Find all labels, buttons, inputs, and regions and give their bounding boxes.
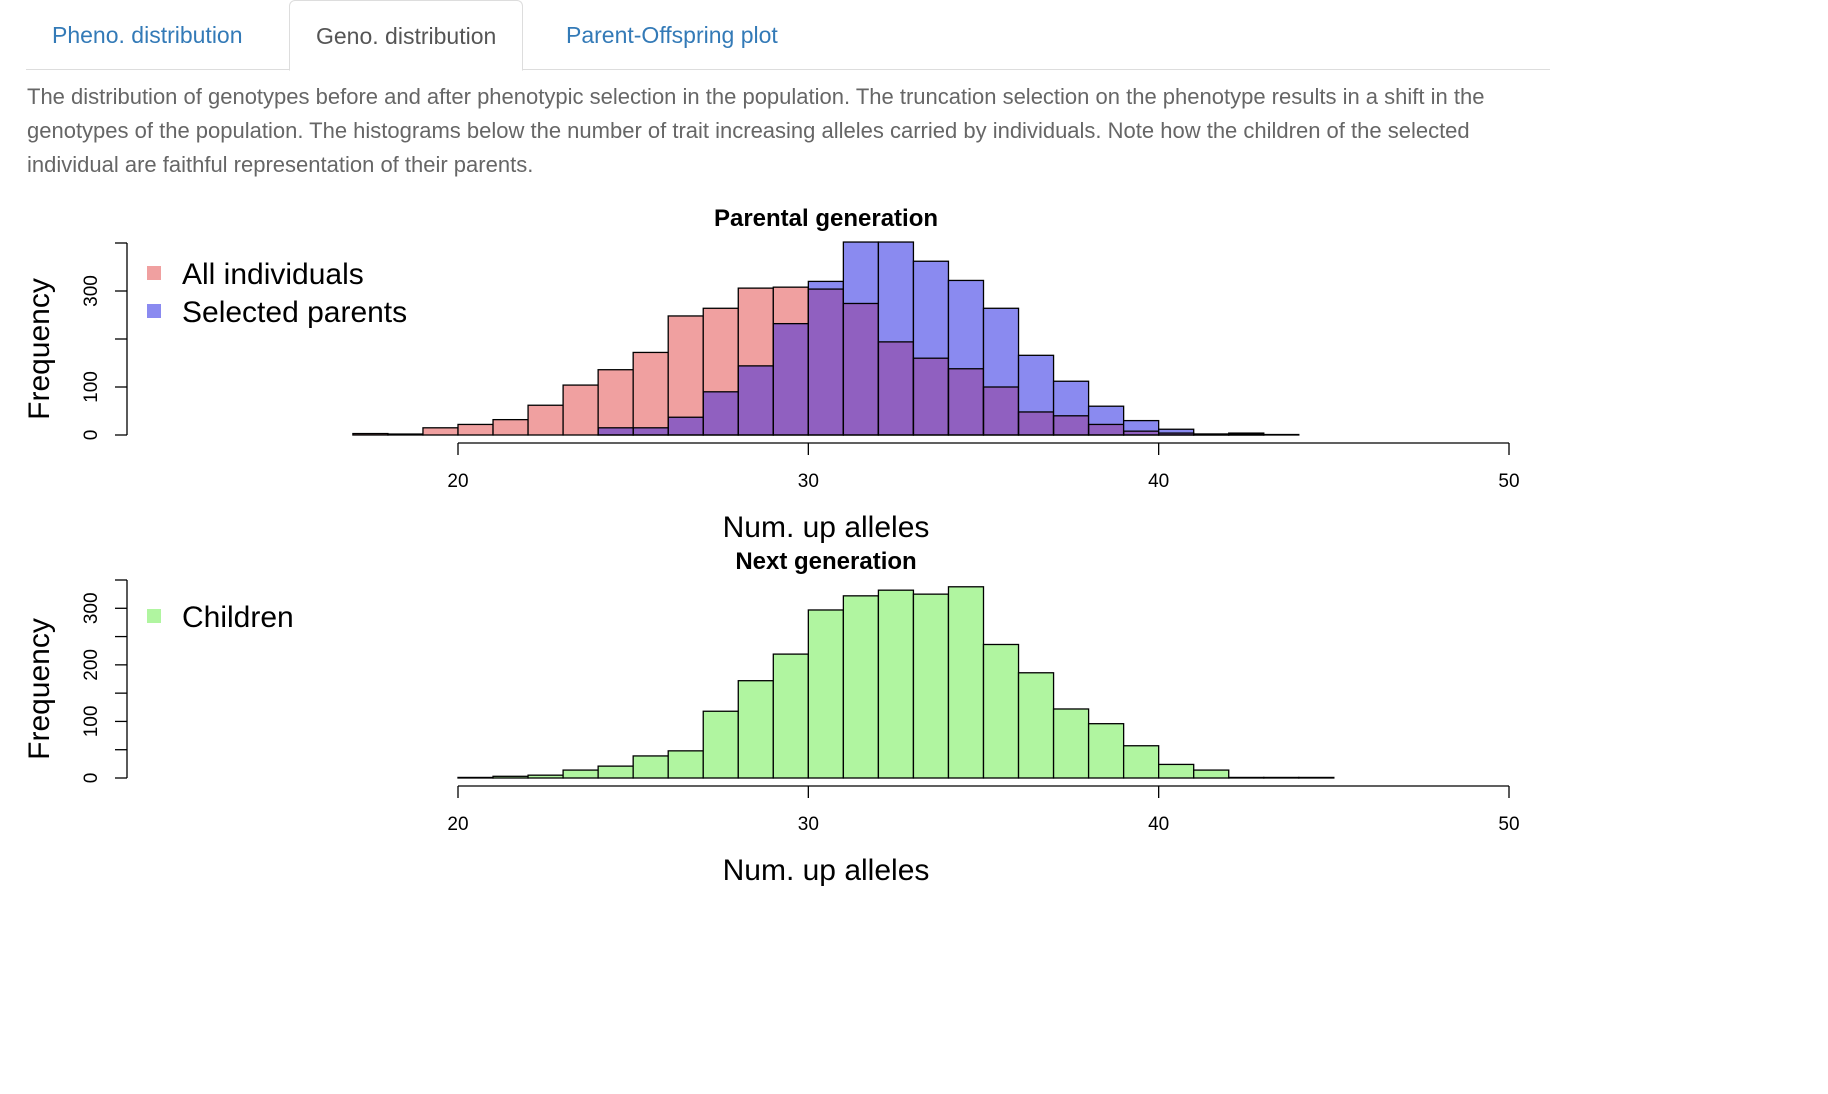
bar-children	[1087, 723, 1125, 779]
bar-selected-parents	[1193, 433, 1230, 436]
bar-children	[597, 765, 634, 779]
histogram-bar-fill	[352, 433, 388, 435]
x-axis-label: Num. up alleles	[723, 854, 930, 887]
legend-label: Selected parents	[182, 296, 407, 329]
bar-children	[1158, 763, 1195, 779]
bar-selected-parents	[1158, 428, 1195, 436]
bar-children	[1298, 776, 1335, 779]
chart-title: Next generation	[735, 548, 916, 575]
histogram-bar-overlap	[1158, 433, 1194, 435]
histogram-bar-overlap	[703, 391, 739, 435]
bar-children	[632, 755, 669, 779]
histogram-bar-fill	[563, 385, 599, 435]
y-tick-label: 100	[81, 706, 102, 738]
y-axis-label: Frequency	[23, 278, 56, 420]
histogram-bar-fill	[633, 352, 669, 435]
histogram-bar-overlap	[1123, 431, 1159, 435]
y-tick-label: 0	[81, 773, 102, 784]
bar-children	[1263, 776, 1300, 779]
histogram-bar-fill	[528, 405, 564, 435]
bar-children	[807, 609, 845, 779]
histogram-bar-overlap	[878, 341, 914, 435]
y-tick-label: 300	[81, 592, 102, 624]
histogram-bar-fill	[493, 419, 529, 435]
histogram-bar-overlap	[1088, 424, 1124, 435]
x-tick-label: 20	[447, 814, 468, 835]
histogram-bar-overlap	[598, 427, 634, 435]
bar-children	[877, 589, 915, 779]
histogram-bar-overlap	[1053, 415, 1089, 435]
legend-swatch	[147, 609, 161, 623]
bar-all-individuals	[387, 433, 424, 436]
x-tick-label: 20	[447, 471, 468, 492]
bar-children	[982, 643, 1020, 779]
bar-children	[492, 775, 529, 779]
histogram-bar-fill	[598, 369, 634, 435]
tab-bar: Pheno. distribution Geno. distribution P…	[26, 0, 1550, 71]
y-tick-label: 300	[81, 275, 102, 307]
y-tick-label: 0	[81, 430, 102, 441]
x-tick-label: 50	[1498, 471, 1519, 492]
x-tick-label: 40	[1148, 471, 1169, 492]
tab-parent-offspring-plot[interactable]: Parent-Offspring plot	[566, 22, 778, 48]
histogram-bar-overlap	[773, 323, 809, 435]
bar-children	[1122, 745, 1160, 779]
histogram-bar-fill	[458, 424, 494, 435]
bar-children	[457, 776, 494, 779]
histogram-bar-overlap	[1018, 411, 1054, 435]
histogram-bar-overlap	[668, 417, 704, 435]
x-axis-label: Num. up alleles	[723, 511, 930, 544]
histogram-bar-overlap	[948, 368, 984, 435]
x-tick-label: 40	[1148, 814, 1169, 835]
chart-parental-generation: Parental generation 0 100 300 Frequency 20 30 4…	[23, 205, 1520, 544]
bar-children	[912, 593, 950, 779]
bar-children	[842, 595, 880, 779]
histogram-bar-overlap	[913, 358, 949, 435]
y-axis-label: Frequency	[23, 618, 56, 760]
legend-swatch	[147, 304, 161, 318]
tab-geno-distribution[interactable]: Geno. distribution	[289, 0, 524, 71]
histogram-bar-overlap	[633, 427, 669, 435]
bar-children	[562, 769, 599, 779]
bar-selected-parents	[1122, 419, 1160, 436]
y-tick-label: 100	[81, 371, 102, 403]
bar-children	[667, 750, 704, 779]
bar-children	[737, 680, 774, 779]
histogram-bar-fill	[422, 427, 458, 435]
description-text: The distribution of genotypes before and…	[27, 84, 1485, 177]
x-tick-label: 30	[798, 814, 819, 835]
bar-children	[1017, 672, 1055, 779]
histogram-bar-fill	[668, 315, 704, 435]
tab-pheno-distribution[interactable]: Pheno. distribution	[52, 22, 243, 48]
bar-children	[1193, 769, 1230, 779]
histogram-bar-overlap	[843, 303, 879, 435]
bar-children	[527, 774, 564, 779]
bar-children	[702, 710, 739, 779]
x-tick-label: 30	[798, 471, 819, 492]
histogram-bar-fill	[1158, 429, 1194, 435]
chart-next-generation: Next generation 0 100 200 300 Frequency 20 30 40…	[23, 548, 1520, 887]
legend-swatch	[147, 266, 161, 280]
chart-title: Parental generation	[714, 205, 938, 232]
legend-label: Children	[182, 601, 294, 634]
bar-children	[1228, 776, 1265, 779]
bar-children	[1052, 708, 1090, 779]
histogram-bar-overlap	[983, 387, 1019, 435]
histogram-bar-overlap	[738, 365, 774, 435]
bar-children	[947, 586, 985, 779]
y-tick-label: 200	[81, 649, 102, 681]
x-tick-label: 50	[1498, 814, 1519, 835]
histogram-bar-overlap	[808, 289, 844, 435]
legend-label: All individuals	[182, 258, 364, 291]
bar-children	[772, 653, 809, 779]
